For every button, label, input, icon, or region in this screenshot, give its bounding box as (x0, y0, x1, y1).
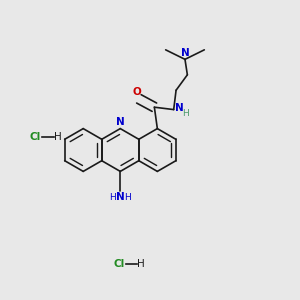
Text: H: H (182, 109, 189, 118)
Text: H: H (54, 132, 62, 142)
Text: Cl: Cl (30, 132, 41, 142)
Text: N: N (116, 117, 125, 127)
Text: H: H (137, 259, 145, 269)
Text: H: H (110, 193, 116, 202)
Text: H: H (124, 193, 131, 202)
Text: Cl: Cl (113, 259, 124, 269)
Text: N: N (181, 48, 189, 58)
Text: N: N (116, 192, 125, 202)
Text: O: O (132, 86, 141, 97)
Text: N: N (175, 103, 184, 113)
